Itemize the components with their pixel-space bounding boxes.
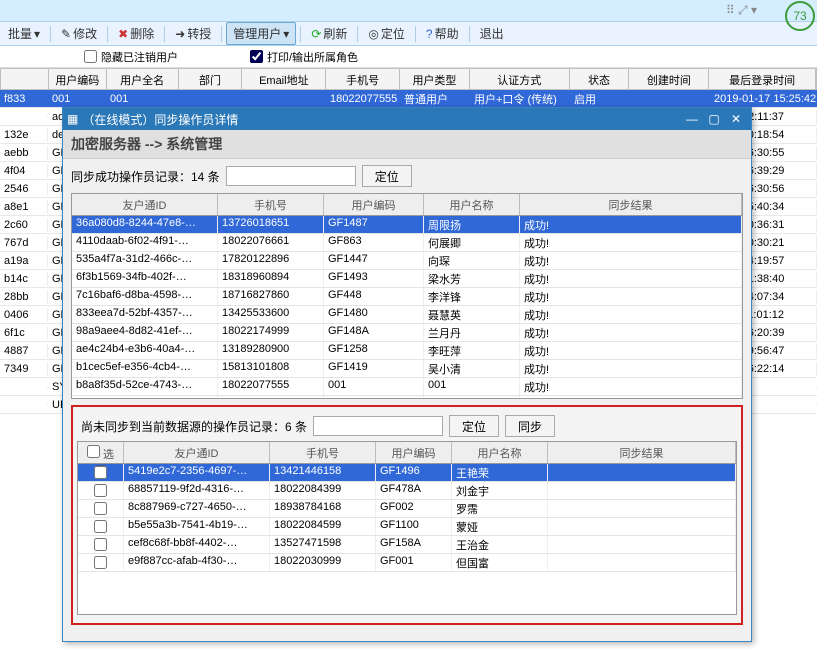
table-row[interactable]: e9f887cc-afab-4f30-…18022030999GF001但国富 — [78, 554, 736, 572]
select-all-checkbox[interactable] — [87, 445, 100, 458]
synced-grid: 友户通ID 手机号 用户编码 用户名称 同步结果 36a080d8-8244-4… — [71, 193, 743, 399]
pending-grid: 选择 友户通ID 手机号 用户编码 用户名称 同步结果 5419e2c7-235… — [77, 441, 737, 615]
dotted-grip: ⠿ ⤢ ▾ — [726, 3, 757, 18]
sync-dialog: ▦ （在线模式）同步操作员详情 — ▢ ✕ 加密服务器 --> 系统管理 同步成… — [62, 107, 752, 642]
table-row[interactable]: 6f3b1569-34fb-402f-…18318960894GF1493梁水芳… — [72, 270, 742, 288]
maximize-button[interactable]: ▢ — [703, 112, 725, 126]
main-toolbar: 批量 ▾ ✎修改 ✖删除 ➜转授 管理用户 ▾ ⟳刷新 ◎定位 ?帮助 退出 — [0, 22, 817, 46]
delete-button[interactable]: ✖删除 — [112, 23, 160, 44]
table-row[interactable]: 98a9aee4-8d82-41ef-…18022174999GF148A兰月丹… — [72, 324, 742, 342]
success-filter-input[interactable] — [226, 166, 356, 186]
manage-user-button[interactable]: 管理用户 ▾ — [226, 22, 296, 45]
locate-button[interactable]: ◎定位 — [362, 23, 411, 44]
help-icon: ? — [426, 27, 433, 41]
status-badge: 73 — [785, 1, 815, 31]
table-row[interactable]: ae4c24b4-e3b6-40a4-…13189280900GF1258李旺萍… — [72, 342, 742, 360]
table-row[interactable]: d240ecd1-f78b-…13420327040GF1440吴淑文成功! — [72, 396, 742, 398]
header-strip: ⠿ ⤢ ▾ — [0, 0, 817, 22]
edit-button[interactable]: ✎修改 — [55, 23, 103, 44]
dialog-title-text: （在线模式）同步操作员详情 — [82, 111, 238, 128]
pencil-icon: ✎ — [61, 27, 71, 41]
table-row[interactable]: b8a8f35d-52ce-4743-…18022077555001001成功! — [72, 378, 742, 396]
synced-grid-header: 友户通ID 手机号 用户编码 用户名称 同步结果 — [72, 194, 742, 216]
locate-bottom-button[interactable]: 定位 — [449, 415, 499, 437]
table-row[interactable]: 535a4f7a-31d2-466c-…17820122896GF1447向琛成… — [72, 252, 742, 270]
main-grid-header: 用户编码 用户全名 部门 Email地址 手机号 用户类型 认证方式 状态 创建… — [0, 68, 817, 90]
table-row[interactable]: 36a080d8-8244-47e8-…13726018651GF1487周限扬… — [72, 216, 742, 234]
refresh-button[interactable]: ⟳刷新 — [305, 23, 353, 44]
transfer-button[interactable]: ➜转授 — [169, 23, 217, 44]
refresh-icon: ⟳ — [311, 27, 321, 41]
close-button[interactable]: ✕ — [725, 112, 747, 126]
dialog-subtitle: 加密服务器 --> 系统管理 — [63, 130, 751, 159]
target-icon: ◎ — [368, 27, 378, 41]
pending-filter-input[interactable] — [313, 416, 443, 436]
pending-grid-header: 选择 友户通ID 手机号 用户编码 用户名称 同步结果 — [78, 442, 736, 464]
table-row[interactable]: b5e55a3b-7541-4b19-…18022084599GF1100蒙娅 — [78, 518, 736, 536]
batch-button[interactable]: 批量 ▾ — [2, 23, 46, 44]
table-row[interactable]: 4110daab-6f02-4f91-…18022076661GF863何展卿成… — [72, 234, 742, 252]
dialog-titlebar[interactable]: ▦ （在线模式）同步操作员详情 — ▢ ✕ — [63, 108, 751, 130]
row-checkbox[interactable] — [94, 556, 107, 569]
table-row[interactable]: 833eea7d-52bf-4357-…13425533600GF1480聂慧英… — [72, 306, 742, 324]
filter-bar: 隐藏已注销用户 打印/输出所属角色 — [0, 46, 817, 68]
dialog-app-icon: ▦ — [67, 112, 78, 126]
row-checkbox[interactable] — [94, 520, 107, 533]
minimize-button[interactable]: — — [681, 112, 703, 126]
pending-section: 尚未同步到当前数据源的操作员记录：6 条 定位 同步 选择 友户通ID 手机号 … — [71, 405, 743, 625]
exit-button[interactable]: 退出 — [474, 23, 510, 44]
arrow-icon: ➜ — [175, 27, 185, 41]
hide-unreg-checkbox[interactable]: 隐藏已注销用户 — [84, 49, 178, 65]
pending-count-label: 尚未同步到当前数据源的操作员记录：6 条 — [81, 418, 307, 435]
table-row[interactable]: 8c887969-c727-4650-…18938784168GF002罗霈 — [78, 500, 736, 518]
table-row[interactable]: f83300100118022077555普通用户用户+口令 (传统)启用201… — [0, 90, 817, 108]
x-icon: ✖ — [118, 27, 128, 41]
success-count-label: 同步成功操作员记录：14 条 — [71, 168, 220, 185]
sync-button[interactable]: 同步 — [505, 415, 555, 437]
table-row[interactable]: 7c16baf6-d8ba-4598-…18716827860GF448李洋锋成… — [72, 288, 742, 306]
table-row[interactable]: 68857119-9f2d-4316-…18022084399GF478A刘金宇 — [78, 482, 736, 500]
row-checkbox[interactable] — [94, 466, 107, 479]
table-row[interactable]: b1cec5ef-e356-4cb4-…15813101808GF1419吴小清… — [72, 360, 742, 378]
print-role-checkbox[interactable]: 打印/输出所属角色 — [250, 49, 358, 65]
row-checkbox[interactable] — [94, 502, 107, 515]
table-row[interactable]: 5419e2c7-2356-4697-…13421446158GF1496王艳荣 — [78, 464, 736, 482]
help-button[interactable]: ?帮助 — [420, 23, 465, 44]
success-row: 同步成功操作员记录：14 条 定位 — [63, 159, 751, 193]
locate-top-button[interactable]: 定位 — [362, 165, 412, 187]
row-checkbox[interactable] — [94, 484, 107, 497]
row-checkbox[interactable] — [94, 538, 107, 551]
table-row[interactable]: cef8c68f-bb8f-4402-…13527471598GF158A王治金 — [78, 536, 736, 554]
